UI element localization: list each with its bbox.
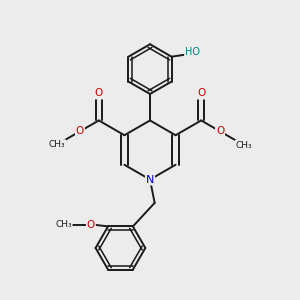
Text: O: O <box>76 126 84 136</box>
Text: O: O <box>95 88 103 98</box>
Text: CH₃: CH₃ <box>55 220 72 230</box>
Text: CH₃: CH₃ <box>236 140 252 149</box>
Text: O: O <box>216 126 224 136</box>
Text: N: N <box>146 175 154 184</box>
Text: O: O <box>87 220 95 230</box>
Text: O: O <box>197 88 205 98</box>
Text: HO: HO <box>185 47 200 57</box>
Text: CH₃: CH₃ <box>49 140 65 149</box>
